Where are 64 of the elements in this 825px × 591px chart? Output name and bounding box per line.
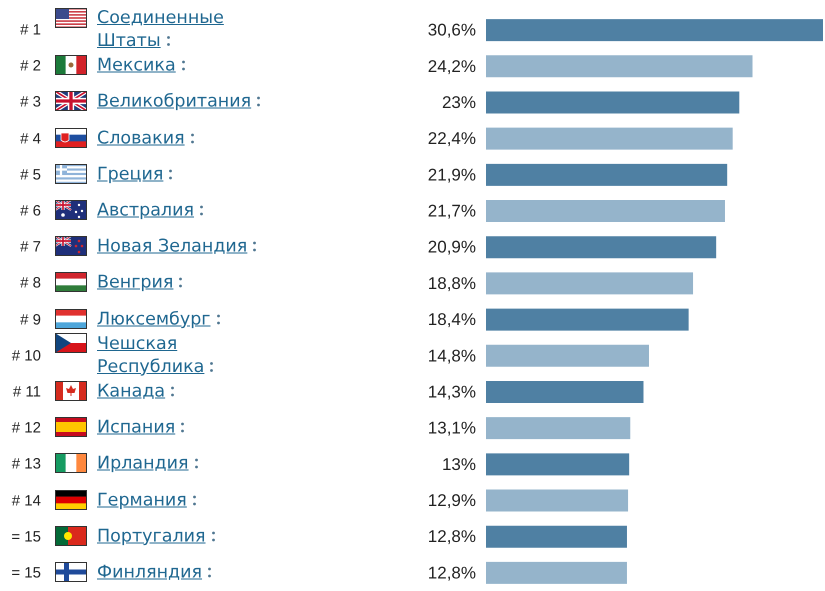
- text: # 11: [12, 383, 41, 400]
- text: # 5: [19, 166, 41, 184]
- text: # 3: [19, 94, 41, 111]
- y-tick-label: Финляндия: [97, 562, 202, 582]
- bar: [486, 200, 725, 222]
- data-label: 12,8%: [428, 563, 476, 582]
- data-label: 21,9%: [428, 165, 476, 184]
- text: = 15: [10, 528, 41, 546]
- bar: [486, 164, 728, 186]
- y-tick-label: Германия: [97, 490, 187, 510]
- text: # 14: [10, 492, 41, 510]
- bar: [486, 236, 716, 258]
- text: # 12: [10, 420, 41, 437]
- text: # 13: [10, 456, 41, 473]
- y-tick-label: Мексика: [97, 56, 176, 76]
- text: # 1: [19, 22, 41, 39]
- bar: [486, 453, 630, 476]
- y-tick-label: Канада: [97, 381, 166, 402]
- y-tick-label: Великобритания: [97, 92, 252, 112]
- data-label: 23%: [442, 92, 476, 112]
- data-label: 20,9%: [428, 238, 476, 257]
- text: # 2: [19, 58, 41, 75]
- bar: [486, 91, 740, 114]
- data-label: 12,9%: [428, 491, 476, 510]
- y-tick-label: Испания: [97, 418, 176, 438]
- y-tick-label: Люксембург: [97, 309, 211, 330]
- data-label: 18,8%: [428, 274, 476, 293]
- y-tick-label: Чешская Республика: [97, 334, 204, 377]
- data-label: 13%: [442, 454, 476, 474]
- data-label: 18,4%: [428, 310, 476, 330]
- y-tick-label: Греция: [97, 164, 164, 184]
- bar: [486, 344, 649, 367]
- bar: [486, 490, 628, 512]
- y-tick-label: Новая Зеландия: [97, 236, 248, 257]
- y-tick-label: Соединенные Штаты: [97, 8, 224, 52]
- y-tick-label: Португалия: [97, 526, 206, 546]
- data-label: 14,8%: [428, 346, 476, 366]
- bar: [486, 19, 823, 42]
- bar: [486, 380, 644, 403]
- data-label: 14,3%: [428, 382, 476, 402]
- y-tick-label: Венгрия: [97, 272, 174, 293]
- y-tick-label: Австралия: [97, 200, 194, 221]
- bar: [486, 417, 630, 440]
- bar: [486, 562, 627, 584]
- bar: [486, 308, 689, 331]
- text: # 9: [19, 311, 41, 328]
- text: # 8: [19, 274, 41, 292]
- data-label: 13,1%: [428, 418, 476, 438]
- data-label: 30,6%: [428, 20, 476, 40]
- text: # 6: [19, 202, 41, 220]
- data-label: 22,4%: [428, 129, 476, 148]
- text: # 7: [19, 238, 41, 256]
- data-label: 24,2%: [428, 56, 476, 76]
- data-label: 12,8%: [428, 527, 476, 546]
- y-tick-label: Ирландия: [97, 454, 189, 474]
- text: = 15: [10, 564, 41, 582]
- bar: [486, 55, 753, 78]
- y-tick-label: Словакия: [97, 128, 185, 148]
- bar: [486, 526, 627, 548]
- bar: [486, 128, 733, 150]
- text: # 10: [10, 347, 41, 364]
- data-label: 21,7%: [428, 202, 476, 221]
- text: # 4: [19, 130, 41, 148]
- bar: [486, 272, 694, 294]
